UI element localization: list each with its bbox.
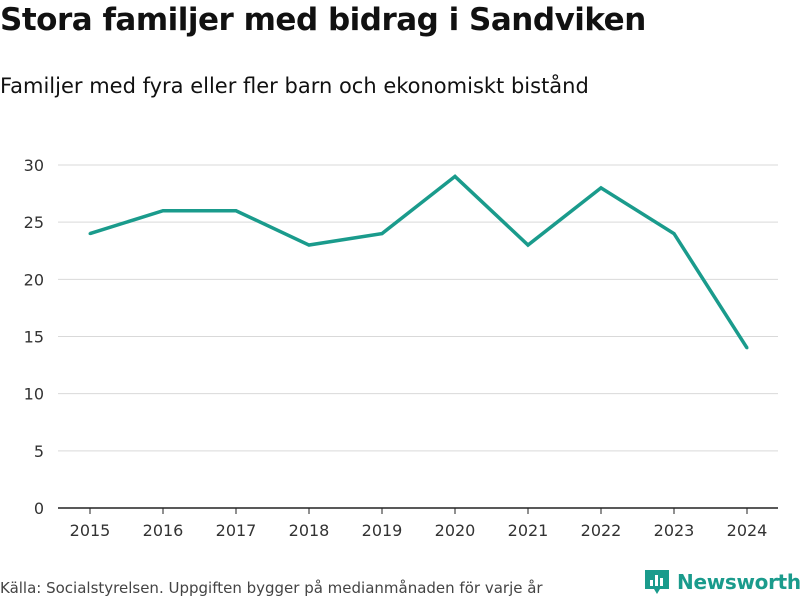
data-point-2024 — [745, 346, 749, 350]
series-line-0 — [89, 174, 749, 349]
x-tick-label-2016: 2016 — [143, 521, 184, 540]
y-tick-label-10: 10 — [24, 385, 44, 404]
x-tick-label-2018: 2018 — [289, 521, 330, 540]
series-layer — [88, 174, 749, 350]
data-point-2023 — [672, 232, 676, 236]
data-point-2021 — [526, 243, 530, 247]
data-point-2015 — [88, 232, 92, 236]
x-tick-label-2020: 2020 — [435, 521, 476, 540]
x-axis-ticks: 2015 2016 2017 2018 2019 2020 2021 2022 2023 2024 — [70, 508, 768, 540]
y-tick-label-15: 15 — [24, 328, 44, 347]
x-tick-label-2015: 2015 — [70, 521, 111, 540]
chart-subtitle: Familjer med fyra eller fler barn och ek… — [0, 74, 589, 98]
data-point-2016 — [161, 209, 165, 213]
data-point-2019 — [380, 232, 384, 236]
x-tick-label-2022: 2022 — [581, 521, 622, 540]
chart-title: Stora familjer med bidrag i Sandviken — [0, 2, 646, 38]
source-note: Källa: Socialstyrelsen. Uppgiften bygger… — [0, 579, 543, 597]
y-tick-label-25: 25 — [24, 213, 44, 232]
y-axis-ticks: 0 5 10 15 20 25 30 — [24, 156, 44, 518]
y-tick-label-0: 0 — [34, 499, 44, 518]
x-tick-label-2019: 2019 — [362, 521, 403, 540]
y-tick-label-20: 20 — [24, 270, 44, 289]
data-point-2017 — [234, 209, 238, 213]
bar-chart-logo-icon — [645, 570, 669, 594]
y-tick-label-5: 5 — [34, 442, 44, 461]
y-tick-label-30: 30 — [24, 156, 44, 175]
brand-logo[interactable]: Newsworthy — [644, 569, 800, 595]
x-tick-label-2017: 2017 — [216, 521, 257, 540]
x-tick-label-2023: 2023 — [654, 521, 695, 540]
data-point-2022 — [599, 186, 603, 190]
x-tick-label-2024: 2024 — [727, 521, 768, 540]
line-chart: 0 5 10 15 20 25 30 2015 2016 2017 2018 2019 2020 202… — [24, 156, 778, 540]
gridlines — [58, 164, 778, 509]
data-point-2018 — [307, 243, 311, 247]
x-tick-label-2021: 2021 — [508, 521, 549, 540]
data-point-2020 — [453, 174, 457, 178]
brand-name: Newsworthy — [677, 570, 800, 594]
